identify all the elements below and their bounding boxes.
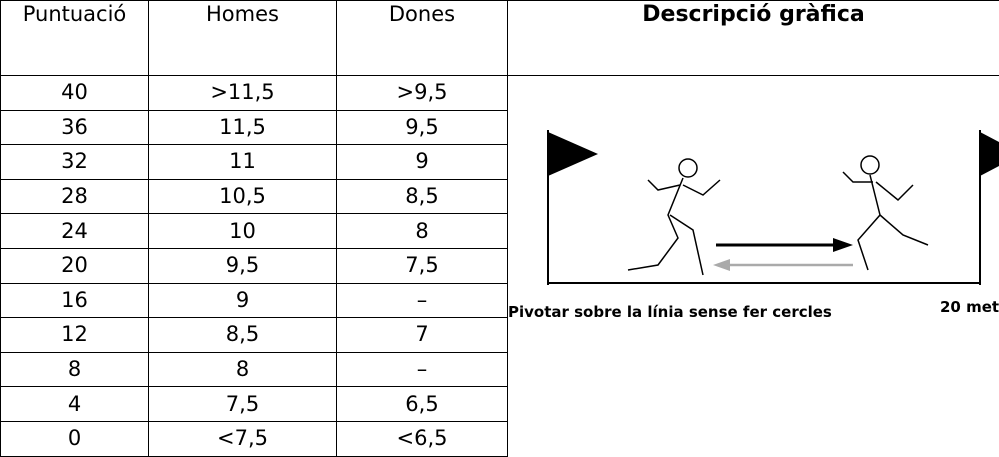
table-cell: 8 <box>148 351 337 388</box>
table-cell: 11 <box>148 144 337 180</box>
table-cell: 7,5 <box>336 247 508 284</box>
table-cell: 16 <box>0 282 149 319</box>
table-cell: 7 <box>336 317 508 353</box>
table-row: 28 10,5 8,5 <box>0 178 999 215</box>
table-cell: <6,5 <box>336 420 508 457</box>
table-cell: 36 <box>0 109 149 146</box>
distance-label: 20 met <box>940 298 999 316</box>
table-cell: – <box>336 282 508 319</box>
table-cell: 9 <box>148 282 337 319</box>
table-cell: 9,5 <box>148 247 337 284</box>
header-cell: Dones <box>336 0 508 76</box>
header-cell: Puntuació <box>0 0 149 76</box>
table-cell: 8,5 <box>148 317 337 353</box>
table-cell: 7,5 <box>148 386 337 422</box>
table-cell: 8 <box>0 351 149 388</box>
table-row: 24 10 8 <box>0 213 999 249</box>
table-body: 40 >11,5 >9,5 36 11,5 9,5 32 11 9 28 10,5 8,5 24 10 8 2… <box>0 75 999 457</box>
table-row: 36 11,5 9,5 <box>0 109 999 146</box>
table-row: 40 >11,5 >9,5 <box>0 75 999 457</box>
table-cell: – <box>336 351 508 388</box>
table-cell: 40 <box>0 75 149 111</box>
table-cell: 11,5 <box>148 109 337 146</box>
table-row: 32 11 9 <box>0 144 999 180</box>
table-cell: 4 <box>0 386 149 422</box>
table-cell: 20 <box>0 247 149 284</box>
table-cell: 6,5 <box>336 386 508 422</box>
table-cell: 28 <box>0 178 149 215</box>
header-cell: Homes <box>148 0 337 76</box>
table-cell: >11,5 <box>148 75 337 111</box>
table-cell: >9,5 <box>336 75 508 111</box>
figure-caption: Pivotar sobre la línia sense fer cercles <box>508 303 832 321</box>
table-row: 8 8– <box>0 351 999 388</box>
table-row: 12 8,5 7 <box>0 317 999 353</box>
table-cell: 10,5 <box>148 178 337 215</box>
table-cell: 8,5 <box>336 178 508 215</box>
table-cell: 32 <box>0 144 149 180</box>
table-cell: 9,5 <box>336 109 508 146</box>
header-row: Puntuació Homes Dones Descripció gràfica <box>0 0 999 76</box>
table-cell: 10 <box>148 213 337 249</box>
table-cell: <7,5 <box>148 420 337 457</box>
table-cell: 9 <box>336 144 508 180</box>
table-row: 0 <7,5 <6,5 <box>0 420 999 457</box>
header-cell: Descripció gràfica <box>507 0 999 76</box>
table-cell: 8 <box>336 213 508 249</box>
table-cell: 12 <box>0 317 149 353</box>
figure: Pivotar sobre la línia sense fer cercles… <box>508 130 999 321</box>
table-cell: 24 <box>0 213 149 249</box>
table-cell: 0 <box>0 420 149 457</box>
